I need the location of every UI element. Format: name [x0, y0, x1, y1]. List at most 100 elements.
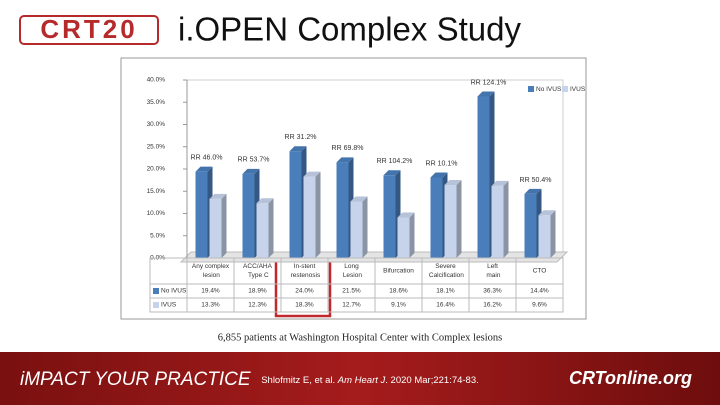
- row-label: No IVUS: [161, 288, 187, 295]
- y-tick-label: 30.0%: [147, 121, 166, 128]
- caption: 6,855 patients at Washington Hospital Ce…: [218, 332, 502, 343]
- y-tick-label: 40.0%: [147, 77, 166, 84]
- citation-part: Shlofmitz E, et al.: [261, 375, 338, 386]
- annotation: RR 69.8%: [332, 145, 364, 152]
- data-label: 21.5%: [342, 288, 361, 295]
- x-tick-label: CTO: [533, 268, 547, 275]
- tagline: iMPACT YOUR PRACTICE: [20, 369, 251, 390]
- x-tick-label: Severe Calcification: [427, 263, 464, 279]
- bar: [336, 162, 349, 258]
- bar: [538, 215, 551, 258]
- x-tick-label: In-stent restenosis: [289, 263, 321, 279]
- annotation: RR 104.2%: [377, 158, 413, 165]
- y-tick-label: 25.0%: [147, 143, 166, 150]
- data-label: 9.1%: [391, 302, 406, 309]
- bar-top: [303, 171, 321, 177]
- bar: [209, 198, 222, 258]
- bar-top: [336, 157, 354, 163]
- bar-side: [221, 193, 227, 258]
- label-line: ACC/AHA: [243, 263, 273, 270]
- annotation: RR 50.4%: [520, 177, 552, 184]
- annotation: RR 124.1%: [471, 79, 507, 86]
- citation-part: . 2020 Mar;221:74-83.: [385, 375, 478, 386]
- bar-top: [444, 180, 462, 186]
- x-tick-label: Long Lesion: [341, 263, 362, 279]
- bar: [195, 171, 208, 258]
- bar-top: [477, 91, 495, 97]
- label-line: Lesion: [341, 272, 362, 279]
- bar-side: [315, 171, 321, 258]
- bar-top: [242, 168, 260, 174]
- data-label: 16.4%: [436, 302, 455, 309]
- annotation: RR 31.2%: [285, 134, 317, 141]
- bar: [477, 96, 490, 258]
- bar-top: [209, 193, 227, 199]
- bar-side: [503, 180, 509, 258]
- logo-box: [19, 15, 159, 45]
- data-label: 24.0%: [295, 288, 314, 295]
- plot-floor: [179, 251, 569, 263]
- bar-side: [268, 198, 274, 258]
- legend-swatch: [562, 86, 568, 92]
- bar-side: [409, 212, 415, 258]
- bar: [430, 177, 443, 258]
- label-line: Any complex: [192, 263, 230, 270]
- x-tick-label: ACC/AHA Type C: [243, 263, 273, 279]
- x-tick-label: Left main: [485, 263, 501, 279]
- slide-title: i.OPEN Complex Study: [178, 11, 521, 48]
- citation-part: Am Heart J: [337, 375, 386, 386]
- bar-top: [289, 146, 307, 152]
- bar: [350, 201, 363, 258]
- y-tick-label: 35.0%: [147, 99, 166, 106]
- x-tick-label: Any complex lesion: [192, 263, 230, 279]
- x-tick-label: Bifurcation: [383, 268, 414, 275]
- y-tick-label: 5.0%: [150, 232, 165, 239]
- footer-band: [0, 352, 720, 405]
- data-label: 12.3%: [248, 302, 267, 309]
- bar-side: [456, 180, 462, 258]
- data-label: 13.3%: [201, 302, 220, 309]
- bar-top: [397, 212, 415, 218]
- bar-top: [524, 188, 542, 194]
- row-label: IVUS: [161, 302, 177, 309]
- label-line: Long: [344, 263, 359, 270]
- bar-top: [256, 198, 274, 204]
- bar: [256, 203, 269, 258]
- citation: Shlofmitz E, et al. Am Heart J. 2020 Mar…: [248, 375, 487, 386]
- logo: CRT20: [40, 14, 137, 44]
- data-label: 19.4%: [201, 288, 220, 295]
- bar: [397, 217, 410, 258]
- label-line: restenosis: [289, 272, 321, 279]
- bar-top: [383, 170, 401, 176]
- bar: [289, 151, 302, 258]
- data-label: 36.3%: [483, 288, 502, 295]
- label-line: main: [485, 272, 501, 279]
- site-logo: CRTonline.org: [569, 368, 692, 388]
- data-label: 14.4%: [530, 288, 549, 295]
- bar-top: [195, 166, 213, 172]
- bar: [303, 176, 316, 258]
- legend-label: No IVUS: [536, 86, 562, 93]
- data-label: 12.7%: [342, 302, 361, 309]
- bar-top: [538, 210, 556, 216]
- bar-side: [550, 210, 556, 258]
- data-label: 18.9%: [248, 288, 267, 295]
- bar: [524, 193, 537, 258]
- legend-swatch: [153, 288, 159, 294]
- y-tick-label: 15.0%: [147, 188, 166, 195]
- annotation: RR 10.1%: [426, 160, 458, 167]
- legend-label: IVUS: [570, 86, 586, 93]
- data-label: 18.3%: [295, 302, 314, 309]
- y-tick-label: 20.0%: [147, 166, 166, 173]
- legend-swatch: [528, 86, 534, 92]
- annotation: RR 53.7%: [238, 157, 270, 164]
- data-label: 18.6%: [389, 288, 408, 295]
- bar-side: [362, 196, 368, 258]
- bar-top: [350, 196, 368, 202]
- data-label: 16.2%: [483, 302, 502, 309]
- bar-top: [491, 180, 509, 186]
- label-line: In-stent: [294, 263, 316, 270]
- label-line: lesion: [201, 272, 220, 279]
- bar: [242, 173, 255, 258]
- bar: [444, 185, 457, 258]
